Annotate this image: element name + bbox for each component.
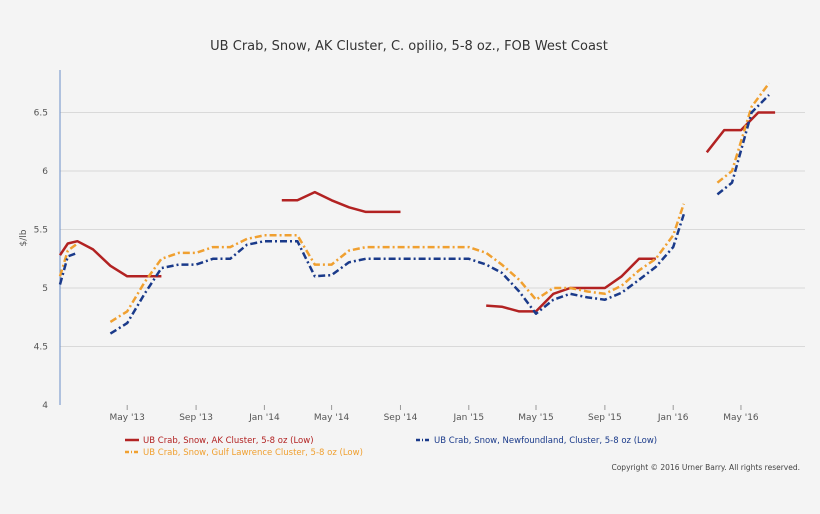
x-tick-label: Jan '15 [452,413,484,423]
legend-item-1[interactable]: UB Crab, Snow, AK Cluster, 5-8 oz (Low) [143,436,314,446]
x-tick-label: Sep '15 [588,413,622,423]
series-line-3 [58,251,78,285]
gridlines [60,112,805,347]
x-tick-label: Jan '16 [657,413,689,423]
y-tick-labels: 4 4.5 5 5.5 6 6.5 [34,109,49,412]
copyright-notice: Copyright © 2016 Urner Barry. All rights… [611,463,800,472]
legend[interactable]: UB Crab, Snow, AK Cluster, 5-8 oz (Low) U… [125,436,657,458]
series-line-2 [58,242,79,277]
chart-title: UB Crab, Snow, AK Cluster, C. opilio, 5-… [210,39,608,54]
x-tick-label: May '14 [314,413,350,423]
series-line-3 [109,213,685,335]
series-line-1 [281,190,401,214]
series-line-2 [109,203,685,323]
series-line-2 [716,82,771,184]
x-tick-label: Sep '13 [179,413,213,423]
x-tick-label: Jan '14 [248,413,280,423]
x-tick-label: May '16 [723,413,759,423]
y-tick-label: 5 [42,284,48,294]
x-tick-labels: May '13 Sep '13 Jan '14 May '14 Sep '14 Jan '… [109,405,759,423]
x-tick-label: May '13 [109,413,144,423]
y-tick-label: 4.5 [34,343,48,353]
y-axis-label: $/lb [19,229,29,246]
y-tick-label: 6.5 [34,109,48,119]
x-tick-label: Sep '14 [384,413,418,423]
series-line-1 [705,111,776,154]
legend-item-3[interactable]: UB Crab, Snow, Newfoundland, Cluster, 5-… [434,436,657,446]
legend-item-2[interactable]: UB Crab, Snow, Gulf Lawrence Cluster, 5-… [143,448,363,458]
series-line-3 [716,94,770,196]
y-tick-label: 4 [42,401,48,411]
series-line-1 [58,239,162,278]
x-tick-label: May '15 [518,413,553,423]
y-tick-label: 5.5 [34,226,48,236]
series-lines [58,82,776,335]
y-tick-label: 6 [42,167,48,177]
